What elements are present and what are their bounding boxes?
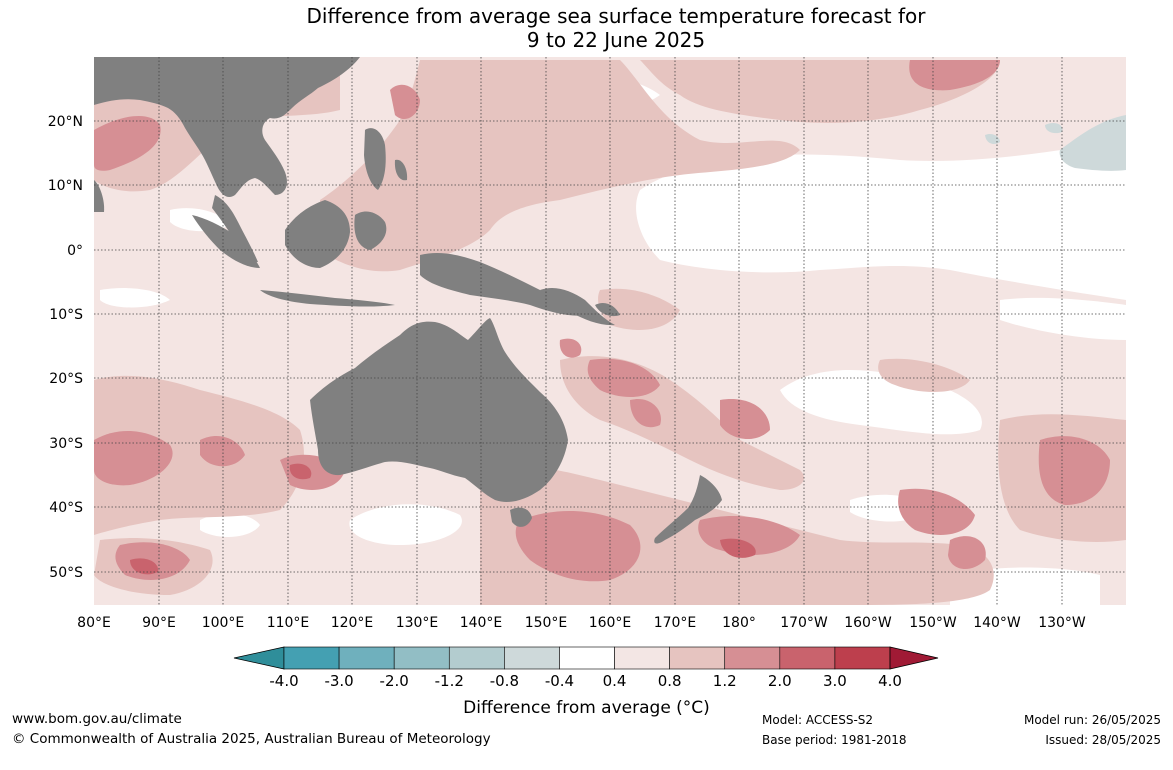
warm-regions (94, 60, 1110, 582)
lon-label: 130°W (1038, 615, 1086, 631)
lat-label: 30°S (49, 436, 83, 452)
lon-label: 170°W (780, 615, 828, 631)
colorbar-tick: 1.2 (713, 672, 737, 690)
website-text: www.bom.gov.au/climate (12, 711, 182, 727)
land-masses (94, 57, 722, 544)
lat-label: 20°S (49, 371, 83, 387)
lon-label: 150°W (909, 615, 957, 631)
lon-label: 90°E (142, 615, 176, 631)
colorbar-tick: 2.0 (768, 672, 792, 690)
lon-label: 150°E (525, 615, 568, 631)
colorbar-segment (448, 646, 505, 670)
colorbar-label: Difference from average (°C) (463, 698, 710, 718)
colorbar-tick: -1.2 (435, 672, 464, 690)
colorbar-extend-high (889, 646, 939, 670)
lon-label: 180° (722, 615, 756, 631)
lat-label: 40°S (49, 500, 83, 516)
colorbar-tick: 4.0 (878, 672, 902, 690)
colorbar-segment (283, 646, 340, 670)
issued-text: Issued: 28/05/2025 (1045, 733, 1161, 747)
colorbar-segment (834, 646, 891, 670)
lon-label: 100°E (202, 615, 245, 631)
lat-label: 10°S (49, 307, 83, 323)
graticule (94, 57, 1126, 605)
lon-label: 140°E (460, 615, 503, 631)
colorbar-tick: -3.0 (324, 672, 353, 690)
model-text: Model: ACCESS-S2 (762, 713, 874, 727)
longitude-labels: 80°E 90°E 100°E 110°E 120°E 130°E 140°E … (77, 615, 1086, 631)
latitude-labels: 20°N 10°N 0° 10°S 20°S 30°S 40°S 50°S (48, 114, 83, 581)
lon-label: 110°E (267, 615, 310, 631)
colorbar-segment (393, 646, 450, 670)
map-title: Difference from average sea surface temp… (0, 4, 1173, 52)
colorbar-segment (669, 646, 726, 670)
model-run-text: Model run: 26/05/2025 (1023, 713, 1161, 727)
colorbar-tick-labels: -4.0 -3.0 -2.0 -1.2 -0.8 -0.4 0.4 0.8 1.… (269, 672, 902, 690)
colorbar-extend-low (233, 646, 285, 670)
colorbar-tick: -4.0 (269, 672, 298, 690)
title-line-1: Difference from average sea surface temp… (306, 4, 926, 28)
lon-label: 130°E (396, 615, 439, 631)
lat-label: 10°N (48, 178, 83, 194)
lat-label: 50°S (49, 565, 83, 581)
cool-anomaly-region (985, 115, 1126, 171)
strong-warm-regions (130, 463, 756, 575)
colorbar-tick: 3.0 (823, 672, 847, 690)
colorbar-tick: -2.0 (380, 672, 409, 690)
neutral-anomaly-regions (100, 78, 1126, 605)
colorbar-tick: 0.8 (658, 672, 682, 690)
lon-label: 140°W (973, 615, 1021, 631)
colorbar-tick: 0.4 (603, 672, 627, 690)
colorbar-segment (559, 646, 615, 670)
colorbar (233, 646, 939, 670)
lon-label: 80°E (77, 615, 111, 631)
colorbar-segment (724, 646, 781, 670)
light-warm-regions (94, 60, 1126, 605)
lat-label: 0° (67, 243, 83, 259)
title-line-2: 9 to 22 June 2025 (526, 28, 706, 52)
colorbar-segment (338, 646, 395, 670)
base-period-text: Base period: 1981-2018 (762, 733, 907, 747)
colorbar-segment (614, 646, 670, 670)
colorbar-tick: -0.8 (490, 672, 519, 690)
lon-label: 160°W (844, 615, 892, 631)
lon-label: 120°E (331, 615, 374, 631)
copyright-text: © Commonwealth of Australia 2025, Austra… (12, 731, 491, 747)
colorbar-segment (504, 646, 560, 670)
colorbar-tick: -0.4 (545, 672, 574, 690)
lon-label: 170°E (654, 615, 697, 631)
lat-label: 20°N (48, 114, 83, 130)
map-panel (94, 57, 1126, 605)
colorbar-segment (779, 646, 836, 670)
lon-label: 160°E (589, 615, 632, 631)
